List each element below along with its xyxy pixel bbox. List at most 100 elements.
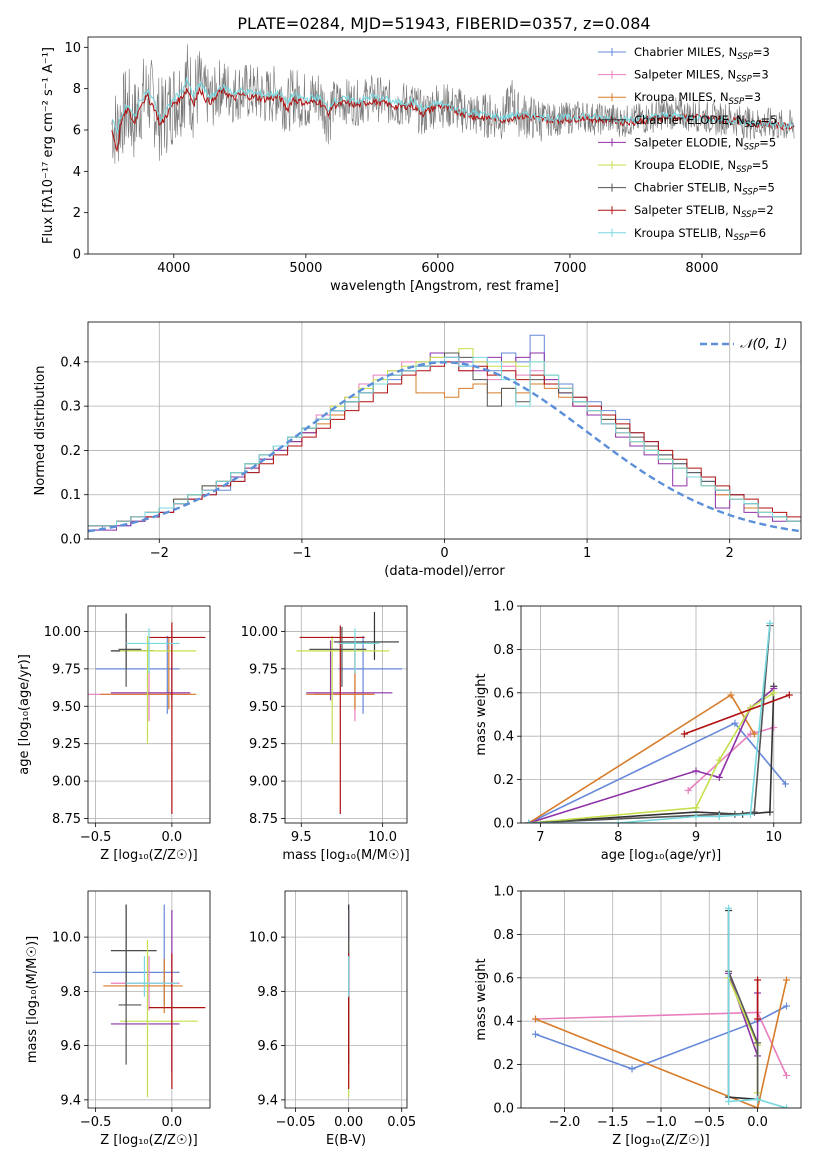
y-tick-label: 9.4 <box>60 1093 81 1108</box>
normal-curve <box>88 361 801 533</box>
legend-entry: Salpeter MILES, NSSP=3 <box>634 68 769 85</box>
plus-marker <box>783 976 791 984</box>
error-bar-point <box>314 641 375 722</box>
axes-frame <box>520 605 802 824</box>
error-bar-point <box>338 635 403 714</box>
axes-frame <box>284 890 408 1109</box>
y-tick-label: 10.0 <box>52 931 81 946</box>
x-tick-label: 4000 <box>157 261 190 276</box>
y-tick-label: 10.00 <box>241 625 278 640</box>
panel-mass_vs_EBV: −0.05 0.00 0.05 9.4 9.6 9.8 10.0 E(B-V) <box>249 890 416 1148</box>
y-tick-label: 9.25 <box>52 737 81 752</box>
plot-area <box>111 44 795 164</box>
plot-area <box>296 611 403 815</box>
x-tick-label: 0.0 <box>162 1115 183 1130</box>
x-axis-label: Z [log₁₀(Z/Z☉)] <box>100 1133 197 1148</box>
x-tick-label: −0.05 <box>276 1115 316 1130</box>
y-tick-label: 0.4 <box>493 1015 514 1030</box>
x-tick-label: 9.5 <box>291 830 312 845</box>
axes-frame <box>87 321 802 540</box>
spectrum-legend: Chabrier MILES, NSSP=3 Salpeter MILES, NS… <box>598 45 777 243</box>
x-tick-label: 1 <box>583 546 591 561</box>
y-tick-label: 10.00 <box>44 625 81 640</box>
plus-marker <box>750 730 758 738</box>
plot-area <box>525 619 793 823</box>
legend-entry: Kroupa ELODIE, NSSP=5 <box>634 158 769 175</box>
error-bar-point <box>120 939 198 1098</box>
x-axis-label: Z [log₁₀(Z/Z☉)] <box>100 848 197 863</box>
y-tick-label: 0.0 <box>60 533 81 548</box>
spectrum-data-line <box>111 44 795 164</box>
x-axis-label: Z [log₁₀(Z/Z☉)] <box>612 1133 709 1148</box>
grid <box>521 890 801 1109</box>
plus-marker <box>628 1065 636 1073</box>
plus-marker <box>754 976 762 984</box>
error-bar-point <box>309 626 367 687</box>
error-bar-point <box>338 628 380 674</box>
x-tick-label: 6000 <box>421 261 454 276</box>
y-tick-label: 1.0 <box>493 885 514 900</box>
residual-histogram <box>88 356 801 527</box>
y-axis-label: Flux [fλ10⁻¹⁷ erg cm⁻² s⁻¹ A⁻¹] <box>41 47 56 244</box>
plus-marker <box>750 808 758 816</box>
x-axis-label: wavelength [Angstrom, rest frame] <box>330 279 559 294</box>
weight-line <box>528 687 775 823</box>
y-tick-label: 9.25 <box>249 737 278 752</box>
error-bar-point <box>126 628 180 674</box>
y-tick-label: 0.0 <box>493 1102 514 1117</box>
error-bar-point <box>118 626 142 687</box>
y-tick-label: 0.2 <box>60 444 81 459</box>
weight-line <box>727 973 759 1057</box>
grid <box>521 605 801 824</box>
spectrum-model-line <box>111 77 795 133</box>
x-tick-label: 8 <box>614 830 622 845</box>
plus-marker <box>746 810 754 818</box>
plus-marker <box>783 1104 791 1108</box>
x-tick-label: −2 <box>150 546 169 561</box>
x-tick-label: −1.5 <box>597 1115 629 1130</box>
y-axis-label: Normed distribution <box>33 366 48 496</box>
plus-marker <box>754 1015 762 1023</box>
plus-marker <box>754 1095 762 1103</box>
y-tick-label: 0.2 <box>493 1058 514 1073</box>
plot-area <box>88 613 206 815</box>
weight-line <box>727 908 787 1108</box>
plus-marker <box>684 786 692 794</box>
y-tick-label: 9.8 <box>257 985 278 1000</box>
legend-entry: Chabrier ELODIE, NSSP=5 <box>634 113 777 130</box>
axes-frame <box>87 36 802 255</box>
plus-marker <box>614 819 622 823</box>
panel-weight_vs_Z: −2.0 −1.5 −1.0 −0.5 0.0 0.0 0.2 0.4 0.6 0.8 1.0 Z [… <box>474 885 802 1148</box>
y-tick-label: 8.75 <box>249 812 278 827</box>
grid <box>285 891 407 1108</box>
legend-entry: Chabrier MILES, NSSP=3 <box>634 45 770 62</box>
axes-frame <box>520 890 802 1109</box>
plot-area <box>531 904 791 1108</box>
error-bar-point <box>333 611 399 660</box>
weight-line <box>535 1005 787 1070</box>
x-tick-label: 7000 <box>553 261 586 276</box>
y-tick-label: 0.2 <box>493 773 514 788</box>
plus-marker <box>531 1030 539 1038</box>
y-tick-label: 0.6 <box>493 971 514 986</box>
y-tick-label: 0.8 <box>493 928 514 943</box>
legend-entry: 𝒩(0, 1) <box>740 337 787 352</box>
residual-legend: 𝒩(0, 1) <box>700 337 787 352</box>
plot-area <box>88 334 801 533</box>
y-tick-label: 9.6 <box>257 1039 278 1054</box>
y-tick-label: 9.00 <box>52 775 81 790</box>
plus-marker <box>692 812 700 820</box>
y-tick-label: 0.8 <box>493 643 514 658</box>
y-tick-label: 9.6 <box>60 1039 81 1054</box>
x-axis-label: (data-model)/error <box>384 564 505 579</box>
x-axis-label: age [log₁₀(age/yr)] <box>601 848 722 863</box>
y-tick-label: 2 <box>73 206 81 221</box>
y-tick-label: 0.3 <box>60 400 81 415</box>
y-tick-label: 9.75 <box>52 662 81 677</box>
x-tick-label: 0.0 <box>747 1115 768 1130</box>
plus-marker <box>715 773 723 781</box>
panel-age_vs_mass: 9.5 10.0 8.75 9.00 9.25 9.50 9.75 10.00 mass [lo… <box>241 605 410 863</box>
error-bar-point <box>299 625 365 815</box>
plot-area <box>92 904 206 1098</box>
